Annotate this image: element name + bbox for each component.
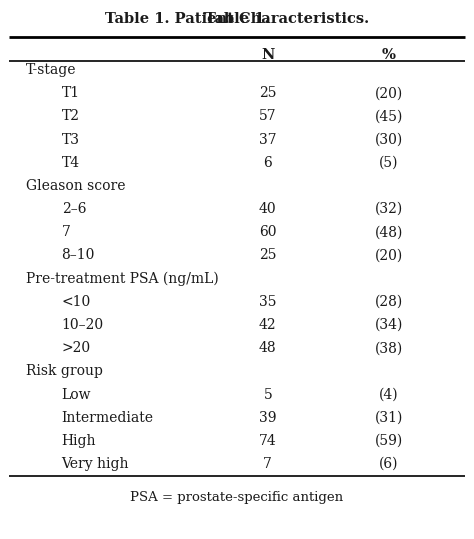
Text: N: N	[261, 48, 274, 62]
Text: T-stage: T-stage	[26, 63, 77, 77]
Text: (45): (45)	[374, 109, 403, 123]
Text: 25: 25	[259, 248, 276, 262]
Text: Gleason score: Gleason score	[26, 179, 126, 193]
Text: (20): (20)	[374, 248, 403, 262]
Text: 40: 40	[259, 202, 277, 216]
Text: 57: 57	[259, 109, 277, 123]
Text: T3: T3	[62, 133, 80, 147]
Text: (59): (59)	[374, 434, 403, 448]
Text: Pre-treatment PSA (ng/mL): Pre-treatment PSA (ng/mL)	[26, 272, 219, 286]
Text: Very high: Very high	[62, 457, 129, 471]
Text: (34): (34)	[374, 318, 403, 332]
Text: %: %	[382, 48, 396, 62]
Text: T1: T1	[62, 86, 80, 100]
Text: (20): (20)	[374, 86, 403, 100]
Text: T2: T2	[62, 109, 80, 123]
Text: Risk group: Risk group	[26, 364, 103, 378]
Text: 74: 74	[259, 434, 277, 448]
Text: 8–10: 8–10	[62, 248, 95, 262]
Text: 5: 5	[264, 388, 272, 402]
Text: T4: T4	[62, 156, 80, 170]
Text: (28): (28)	[374, 295, 403, 309]
Text: 25: 25	[259, 86, 276, 100]
Text: High: High	[62, 434, 96, 448]
Text: (4): (4)	[379, 388, 399, 402]
Text: 60: 60	[259, 225, 276, 239]
Text: (31): (31)	[374, 411, 403, 425]
Text: (48): (48)	[374, 225, 403, 239]
Text: Intermediate: Intermediate	[62, 411, 154, 425]
Text: 7: 7	[264, 457, 272, 471]
Text: 37: 37	[259, 133, 277, 147]
Text: (38): (38)	[374, 341, 403, 355]
Text: (6): (6)	[379, 457, 399, 471]
Text: 42: 42	[259, 318, 277, 332]
Text: 39: 39	[259, 411, 276, 425]
Text: (32): (32)	[374, 202, 403, 216]
Text: 2–6: 2–6	[62, 202, 86, 216]
Text: Table 1. Patient Characteristics.: Table 1. Patient Characteristics.	[105, 12, 369, 26]
Text: <10: <10	[62, 295, 91, 309]
Text: Low: Low	[62, 388, 91, 402]
Text: 35: 35	[259, 295, 276, 309]
Text: (5): (5)	[379, 156, 399, 170]
Text: >20: >20	[62, 341, 91, 355]
Text: 10–20: 10–20	[62, 318, 104, 332]
Text: 48: 48	[259, 341, 277, 355]
Text: PSA = prostate-specific antigen: PSA = prostate-specific antigen	[130, 491, 344, 504]
Text: 6: 6	[264, 156, 272, 170]
Text: 7: 7	[62, 225, 71, 239]
Text: (30): (30)	[374, 133, 403, 147]
Text: Table 1.: Table 1.	[205, 12, 269, 26]
